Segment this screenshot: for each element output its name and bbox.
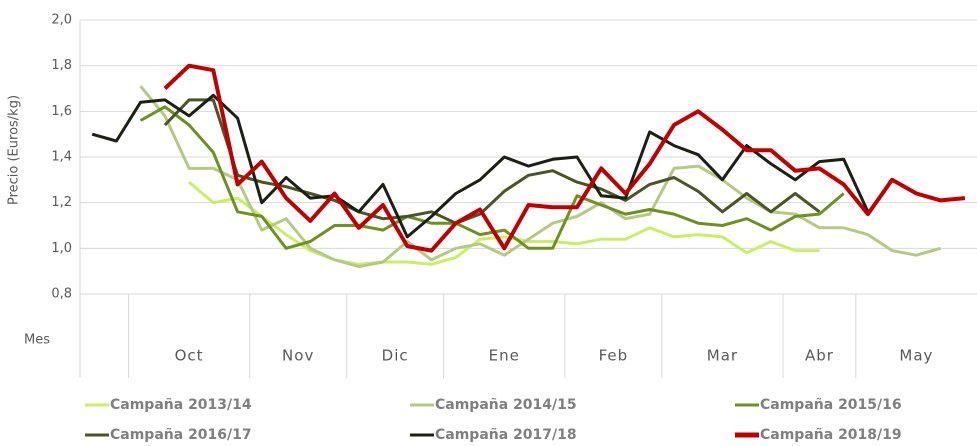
legend-label: Campaña 2016/17 [110,427,252,443]
month-label: Dic [382,347,409,365]
legend-label: Campaña 2014/15 [435,397,577,413]
y-tick-label: 1,8 [51,58,72,73]
y-tick-label: 1,0 [51,241,72,256]
series-line [139,85,942,269]
month-label: May [899,347,933,365]
legend-label: Campaña 2017/18 [435,427,577,443]
y-axis-label: Precio (Euros/kg) [7,95,22,205]
series-line [163,98,821,225]
month-label: Ene [489,347,520,365]
month-label: Mar [707,347,738,365]
legend-label: Campaña 2018/19 [760,427,902,443]
month-label: Abr [805,347,834,365]
month-label: Nov [282,347,314,365]
legend-label: Campaña 2013/14 [110,397,252,413]
x-row-label: Mes [24,333,50,348]
y-tick-label: 1,2 [51,195,72,210]
month-label: Oct [175,347,204,365]
y-tick-label: 1,4 [51,150,72,165]
y-tick-label: 2,0 [51,13,72,28]
month-label: Feb [599,347,629,365]
series-line [188,180,820,266]
series-line [163,63,966,253]
legend-label: Campaña 2015/16 [760,397,902,413]
y-tick-label: 1,6 [51,104,72,119]
y-tick-label: 0,8 [51,287,72,302]
